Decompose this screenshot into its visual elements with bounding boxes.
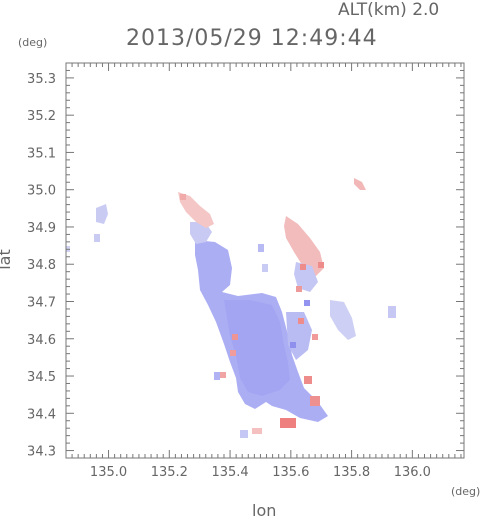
y-tick-label: 34.6: [27, 333, 56, 348]
echo-cell-red-8: [280, 418, 296, 428]
y-tick-label: 34.8: [27, 258, 56, 273]
y-tick-label: 34.5: [27, 370, 56, 385]
echo-cell-blue-3: [214, 372, 220, 380]
echo-cell-blue-6: [262, 264, 268, 272]
echo-cell-blue-2: [304, 300, 310, 306]
y-tick-label: 35.1: [27, 146, 56, 161]
altitude-label: ALT(km) 2.0: [338, 0, 440, 20]
y-tick-label: 35.0: [27, 184, 56, 199]
x-tick-label: 135.8: [333, 465, 370, 480]
y-tick-label: 35.3: [27, 72, 56, 87]
y-tick-label: 34.3: [27, 445, 56, 460]
echo-cell-red-9: [230, 350, 236, 356]
echo-cell-red-11: [252, 428, 262, 434]
x-axis-unit: (deg): [451, 485, 481, 498]
echo-cell-red-10: [220, 372, 226, 378]
echo-region-north-red-dot: [180, 194, 186, 200]
echo-region-east-dot: [388, 306, 396, 318]
plot-frame: [65, 62, 465, 459]
y-tick-label: 35.2: [27, 109, 56, 124]
echo-cell-red-4: [298, 318, 304, 324]
echo-region-main-shade: [224, 300, 290, 396]
echo-region-northeast-tip: [354, 178, 366, 190]
echo-cell-red-3: [296, 286, 302, 292]
y-axis-unit: (deg): [18, 36, 48, 49]
echo-cell-blue-5: [258, 244, 264, 252]
x-axis-label: lon: [252, 501, 277, 520]
y-tick-label: 34.9: [27, 221, 56, 236]
x-tick-label: 135.4: [211, 465, 248, 480]
x-tick-label: 136.0: [394, 465, 431, 480]
x-tick-label: 135.0: [90, 465, 127, 480]
echo-region-northeast-red: [284, 216, 324, 276]
echo-cell-blue-4: [240, 430, 248, 438]
x-tick-label: 135.2: [151, 465, 188, 480]
datetime-title: 2013/05/29 12:49:44: [126, 26, 378, 51]
echo-cell-red-1: [300, 264, 306, 270]
echo-cell-red-2: [318, 262, 324, 268]
echo-region-north-red: [178, 192, 214, 228]
echo-cell-red-12: [232, 334, 238, 340]
y-tick-label: 34.7: [27, 295, 56, 310]
radar-echo-layer: [66, 178, 396, 438]
y-tick-label: 34.4: [27, 407, 56, 422]
echo-cell-blue-1: [290, 342, 296, 348]
echo-region-west-2: [94, 234, 100, 242]
echo-cell-red-5: [312, 334, 318, 340]
echo-region-east-far: [330, 300, 356, 340]
echo-cell-red-7: [310, 396, 320, 406]
echo-region-west-1: [96, 204, 108, 224]
x-tick-label: 135.6: [272, 465, 309, 480]
echo-cell-red-6: [304, 376, 312, 384]
plot-axes: 34.3 34.4 34.5 34.6 34.7 34.8 34.9 35.0 35.1 35.2…: [27, 62, 465, 480]
